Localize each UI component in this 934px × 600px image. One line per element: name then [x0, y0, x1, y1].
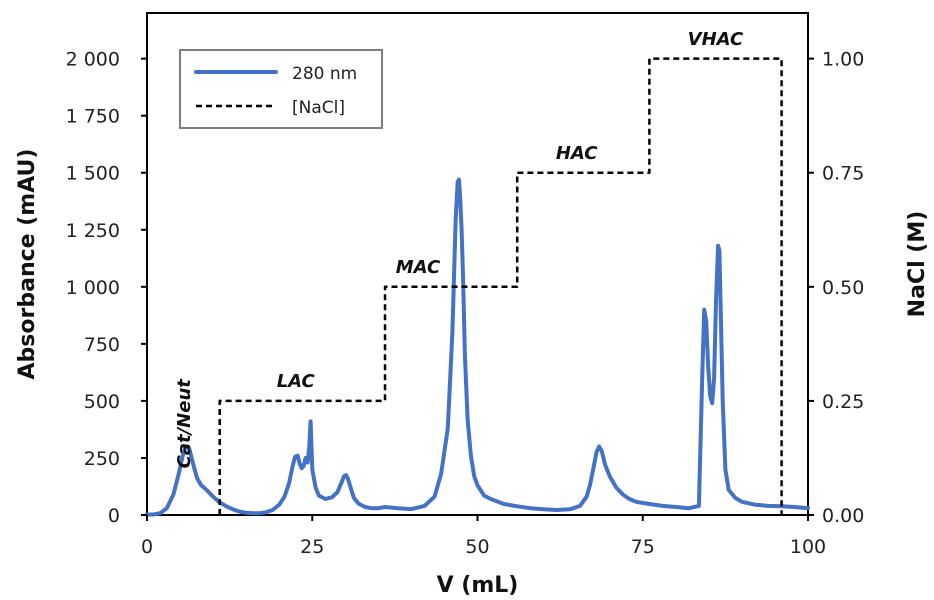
series-line-absorbance — [145, 177, 810, 517]
y-tick-label: 2 000 — [66, 49, 120, 71]
series-line-nacl — [218, 57, 783, 515]
y-axis-title: Absorbance (mAU) — [15, 149, 40, 380]
y2-tick-label: 1.00 — [822, 49, 864, 71]
y-tick-label: 1 000 — [66, 277, 120, 299]
y-tick-label: 1 750 — [66, 106, 120, 128]
y2-tick-label: 0.00 — [822, 505, 864, 527]
y2-tick-label: 0.75 — [822, 163, 864, 185]
annotation-layer: Cat/Neut LAC MAC HAC VHAC — [174, 29, 744, 468]
series-layer — [145, 57, 810, 517]
x-tick-label: 50 — [465, 536, 489, 558]
annotation-label: VHAC — [688, 29, 744, 50]
x-tick-label: 100 — [790, 536, 826, 558]
x-tick-label: 75 — [631, 536, 655, 558]
y2-tick-label: 0.50 — [822, 277, 864, 299]
x-axis-title: V (mL) — [437, 573, 519, 598]
annotation-label: LAC — [277, 371, 316, 392]
y-tick-label: 1 250 — [66, 220, 120, 242]
y-tick-label: 250 — [84, 448, 120, 470]
x-tick-label: 0 — [141, 536, 153, 558]
annotation-label: HAC — [556, 143, 598, 164]
y2-axis-title: NaCl (M) — [905, 211, 930, 318]
y2-tick-label: 0.25 — [822, 391, 864, 413]
legend: 280 nm [NaCl] — [179, 49, 383, 129]
y-tick-label: 750 — [84, 334, 120, 356]
y-tick-label: 1 500 — [66, 163, 120, 185]
legend-label-nacl: [NaCl] — [292, 98, 345, 118]
y-tick-label: 500 — [84, 391, 120, 413]
annotation-label: Cat/Neut — [174, 378, 195, 469]
y-tick-label: 0 — [108, 505, 120, 527]
x-tick-label: 25 — [300, 536, 324, 558]
legend-label-absorbance: 280 nm — [292, 64, 357, 84]
annotation-label: MAC — [396, 257, 441, 278]
legend-box — [179, 49, 383, 129]
